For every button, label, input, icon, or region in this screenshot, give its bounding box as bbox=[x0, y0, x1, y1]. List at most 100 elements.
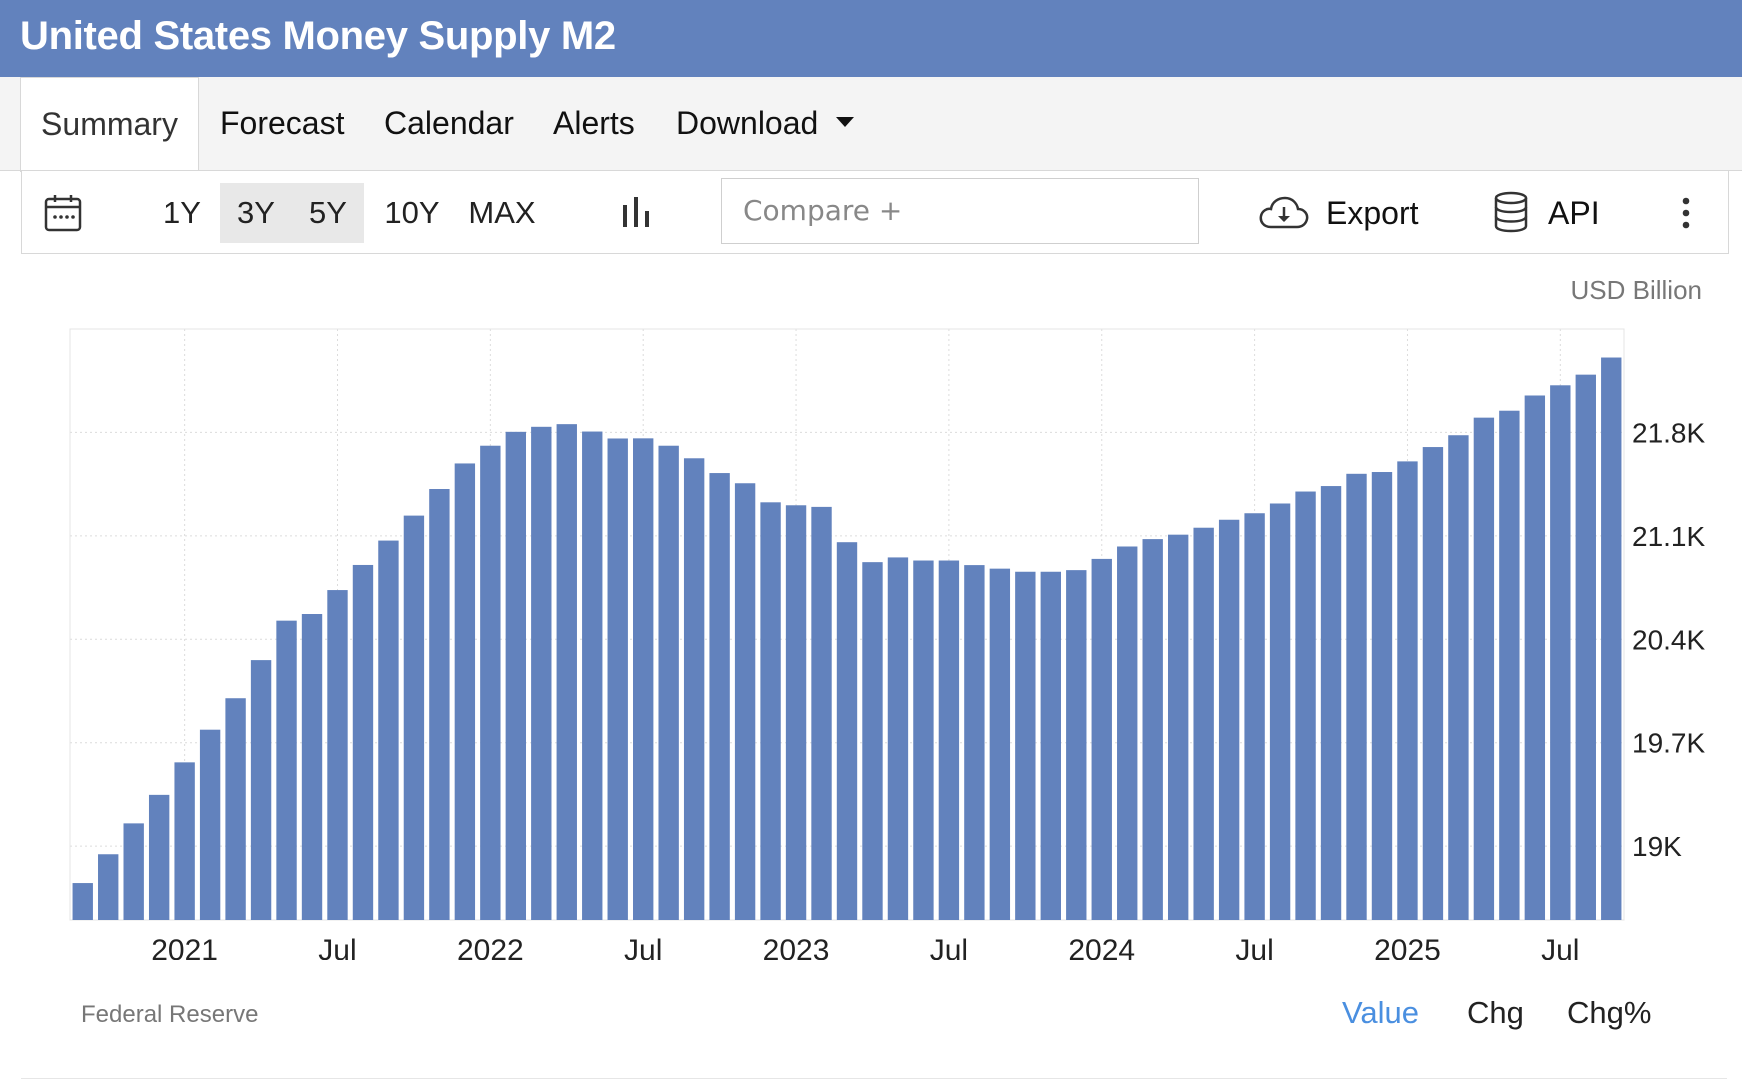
bar[interactable] bbox=[811, 506, 832, 920]
bar[interactable] bbox=[1524, 395, 1546, 920]
bar[interactable] bbox=[72, 883, 93, 920]
view-chgpct-toggle[interactable]: Chg% bbox=[1567, 995, 1651, 1031]
bar[interactable] bbox=[250, 660, 272, 920]
bar[interactable] bbox=[531, 426, 552, 920]
bar[interactable] bbox=[123, 823, 144, 920]
database-icon[interactable] bbox=[1492, 191, 1530, 238]
y-tick-label: 21.1K bbox=[1632, 521, 1705, 552]
bar[interactable] bbox=[1218, 519, 1240, 920]
more-options-icon[interactable] bbox=[1681, 197, 1691, 234]
bar[interactable] bbox=[1550, 385, 1571, 920]
range-max-button[interactable]: MAX bbox=[462, 183, 542, 243]
view-chg-toggle[interactable]: Chg bbox=[1467, 995, 1524, 1031]
bar[interactable] bbox=[174, 762, 195, 920]
bar[interactable] bbox=[1269, 503, 1291, 920]
bar[interactable] bbox=[327, 590, 348, 920]
bar[interactable] bbox=[607, 438, 628, 920]
bar[interactable] bbox=[505, 431, 527, 920]
source-label: Federal Reserve bbox=[81, 1001, 259, 1028]
x-tick-label: 2024 bbox=[1068, 934, 1135, 960]
bar[interactable] bbox=[403, 515, 425, 920]
bar[interactable] bbox=[658, 445, 679, 920]
bar[interactable] bbox=[989, 568, 1011, 920]
cloud-download-icon[interactable] bbox=[1258, 195, 1310, 236]
compare-placeholder: Compare + bbox=[743, 194, 903, 227]
bar[interactable] bbox=[1040, 571, 1061, 920]
chart-toolbar: 1Y 3Y 5Y 10Y MAX Compare + Export API bbox=[21, 170, 1729, 254]
range-5y-label: 5Y bbox=[309, 195, 347, 230]
bar[interactable] bbox=[734, 483, 756, 920]
bar[interactable] bbox=[225, 698, 246, 920]
bar[interactable] bbox=[480, 445, 501, 920]
tab-alerts[interactable]: Alerts bbox=[553, 77, 635, 170]
bar[interactable] bbox=[964, 565, 985, 920]
bar[interactable] bbox=[301, 614, 323, 920]
view-chg-label: Chg bbox=[1467, 995, 1524, 1030]
compare-input[interactable]: Compare + bbox=[721, 178, 1199, 244]
chevron-down-icon bbox=[836, 116, 855, 127]
bars bbox=[72, 357, 1622, 920]
bar[interactable] bbox=[1117, 546, 1138, 920]
bar[interactable] bbox=[1448, 435, 1469, 920]
bar[interactable] bbox=[1499, 410, 1520, 920]
bar[interactable] bbox=[98, 854, 119, 920]
calendar-icon[interactable] bbox=[44, 193, 82, 238]
bar[interactable] bbox=[1015, 571, 1036, 920]
bar[interactable] bbox=[1575, 374, 1596, 920]
range-10y-button[interactable]: 10Y bbox=[372, 183, 452, 243]
bar[interactable] bbox=[913, 560, 934, 920]
tab-alerts-label: Alerts bbox=[553, 105, 635, 141]
x-tick-label: 2023 bbox=[763, 934, 830, 960]
tab-summary[interactable]: Summary bbox=[20, 77, 199, 172]
api-label: API bbox=[1548, 195, 1600, 231]
bar[interactable] bbox=[454, 463, 476, 920]
bar[interactable] bbox=[1091, 558, 1112, 920]
range-1y-button[interactable]: 1Y bbox=[152, 183, 212, 243]
bar[interactable] bbox=[1473, 417, 1495, 920]
x-axis-labels: 2021 Jul 2022 Jul 2023 Jul 2024 Jul 2025 Jul bbox=[151, 934, 1579, 960]
range-max-label: MAX bbox=[468, 195, 536, 230]
x-tick-label: Jul bbox=[1235, 934, 1273, 960]
bar[interactable] bbox=[1320, 486, 1342, 920]
bar[interactable] bbox=[148, 794, 170, 920]
api-button[interactable]: API bbox=[1548, 183, 1600, 243]
bar[interactable] bbox=[556, 424, 577, 920]
tab-forecast[interactable]: Forecast bbox=[220, 77, 344, 170]
bar[interactable] bbox=[352, 564, 374, 920]
bar[interactable] bbox=[938, 560, 960, 920]
range-3y-button[interactable]: 3Y bbox=[220, 183, 292, 243]
bar[interactable] bbox=[1066, 570, 1087, 920]
bar[interactable] bbox=[1346, 473, 1367, 920]
bar[interactable] bbox=[785, 505, 807, 920]
bar[interactable] bbox=[1142, 539, 1163, 920]
tab-download[interactable]: Download bbox=[676, 77, 855, 170]
bar[interactable] bbox=[683, 458, 705, 920]
bar[interactable] bbox=[378, 540, 399, 920]
range-5y-button[interactable]: 5Y bbox=[292, 183, 364, 243]
bar[interactable] bbox=[429, 489, 450, 920]
bar[interactable] bbox=[1371, 472, 1393, 920]
bar[interactable] bbox=[633, 438, 654, 920]
bar[interactable] bbox=[1295, 491, 1316, 920]
bar[interactable] bbox=[1601, 357, 1622, 920]
bar[interactable] bbox=[1167, 534, 1189, 920]
bar[interactable] bbox=[199, 729, 221, 920]
chart-type-icon[interactable] bbox=[620, 195, 654, 234]
bar[interactable] bbox=[836, 542, 858, 920]
bar[interactable] bbox=[887, 557, 909, 920]
bar[interactable] bbox=[709, 473, 730, 920]
bar[interactable] bbox=[1422, 447, 1444, 920]
bar[interactable] bbox=[276, 620, 297, 920]
tab-calendar[interactable]: Calendar bbox=[384, 77, 514, 170]
bar[interactable] bbox=[1193, 527, 1214, 920]
bar[interactable] bbox=[1244, 513, 1265, 920]
bar[interactable] bbox=[862, 562, 883, 920]
export-button[interactable]: Export bbox=[1326, 183, 1418, 243]
bar[interactable] bbox=[1397, 461, 1418, 920]
bar[interactable] bbox=[760, 502, 781, 920]
bar[interactable] bbox=[582, 431, 603, 920]
bottom-border bbox=[21, 1078, 1727, 1079]
view-value-toggle[interactable]: Value bbox=[1342, 995, 1419, 1031]
y-tick-label: 20.4K bbox=[1632, 624, 1705, 655]
